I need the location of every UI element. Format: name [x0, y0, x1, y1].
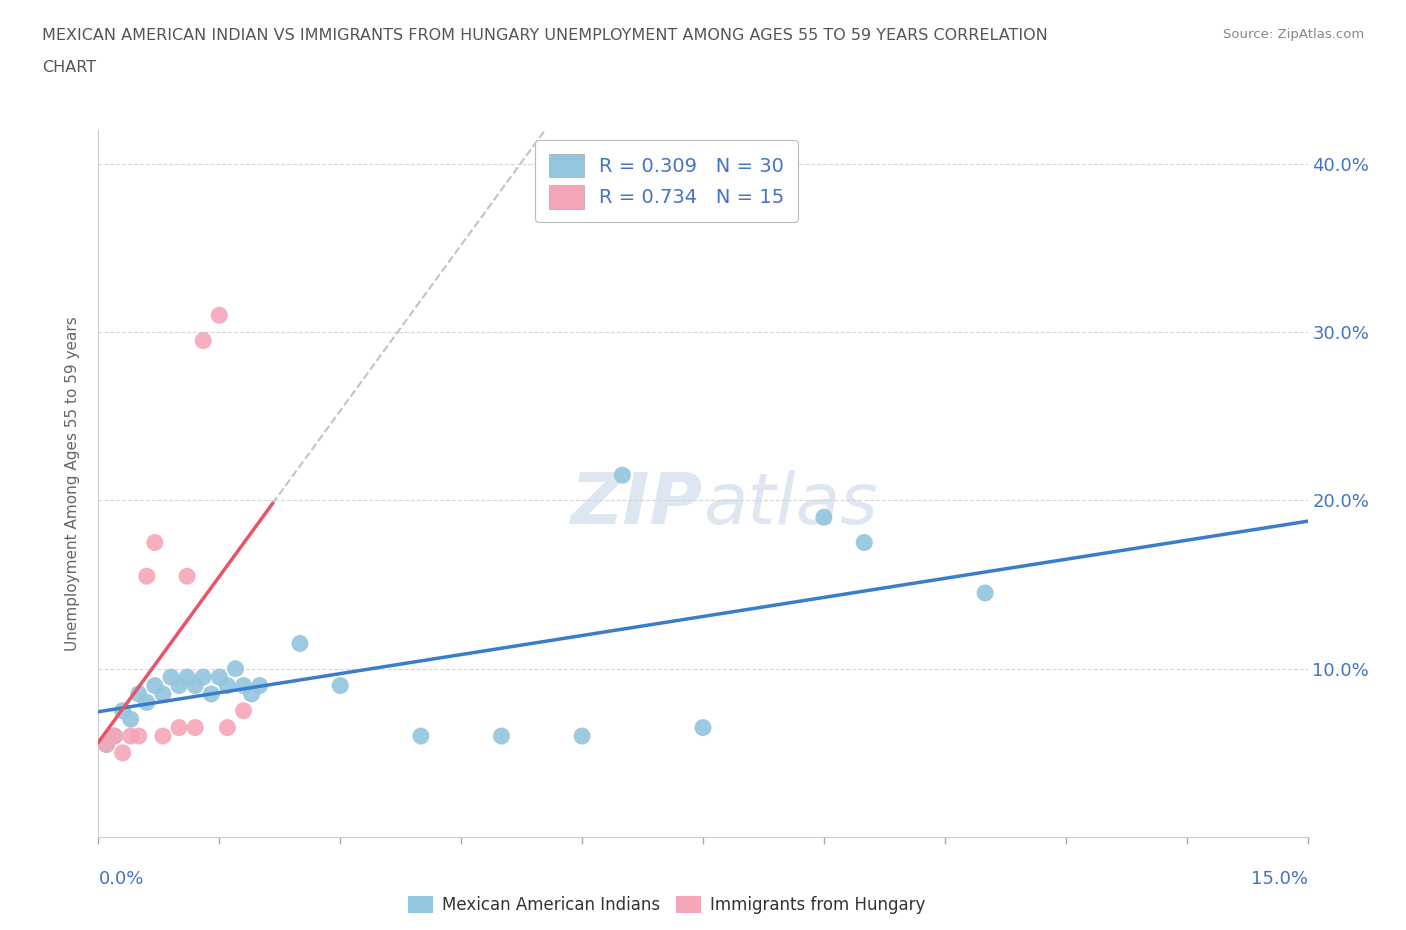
Point: [249, 678, 271, 693]
Point: [120, 711, 142, 726]
Point: [232, 703, 254, 718]
Point: [143, 678, 166, 693]
Y-axis label: Unemployment Among Ages 55 to 59 years: Unemployment Among Ages 55 to 59 years: [65, 316, 80, 651]
Point: [128, 728, 150, 743]
Point: [135, 569, 157, 584]
Point: [135, 695, 157, 710]
Text: Source: ZipAtlas.com: Source: ZipAtlas.com: [1223, 28, 1364, 41]
Point: [692, 720, 714, 735]
Text: 15.0%: 15.0%: [1250, 870, 1308, 887]
Point: [813, 510, 835, 525]
Point: [184, 720, 207, 735]
Point: [224, 661, 246, 676]
Text: 0.0%: 0.0%: [98, 870, 143, 887]
Point: [612, 468, 634, 483]
Point: [974, 586, 997, 601]
Point: [152, 686, 174, 701]
Point: [491, 728, 513, 743]
Text: atlas: atlas: [703, 471, 877, 539]
Point: [103, 728, 125, 743]
Point: [208, 308, 231, 323]
Point: [111, 703, 134, 718]
Point: [96, 737, 118, 751]
Point: [176, 670, 198, 684]
Point: [329, 678, 352, 693]
Text: MEXICAN AMERICAN INDIAN VS IMMIGRANTS FROM HUNGARY UNEMPLOYMENT AMONG AGES 55 TO: MEXICAN AMERICAN INDIAN VS IMMIGRANTS FR…: [42, 28, 1047, 43]
Point: [143, 535, 166, 550]
Point: [571, 728, 593, 743]
Point: [120, 728, 142, 743]
Point: [232, 678, 254, 693]
Point: [176, 569, 198, 584]
Point: [96, 737, 118, 751]
Point: [288, 636, 311, 651]
Point: [193, 670, 215, 684]
Point: [103, 728, 125, 743]
Point: [184, 678, 207, 693]
Point: [853, 535, 876, 550]
Point: [200, 686, 222, 701]
Point: [128, 686, 150, 701]
Point: [240, 686, 263, 701]
Point: [409, 728, 432, 743]
Point: [167, 720, 190, 735]
Text: CHART: CHART: [42, 60, 96, 75]
Point: [160, 670, 183, 684]
Point: [152, 728, 174, 743]
Text: ZIP: ZIP: [571, 471, 703, 539]
Point: [111, 746, 134, 761]
Legend: Mexican American Indians, Immigrants from Hungary: Mexican American Indians, Immigrants fro…: [402, 889, 932, 921]
Point: [217, 720, 239, 735]
Point: [167, 678, 190, 693]
Point: [208, 670, 231, 684]
Point: [217, 678, 239, 693]
Point: [193, 333, 215, 348]
